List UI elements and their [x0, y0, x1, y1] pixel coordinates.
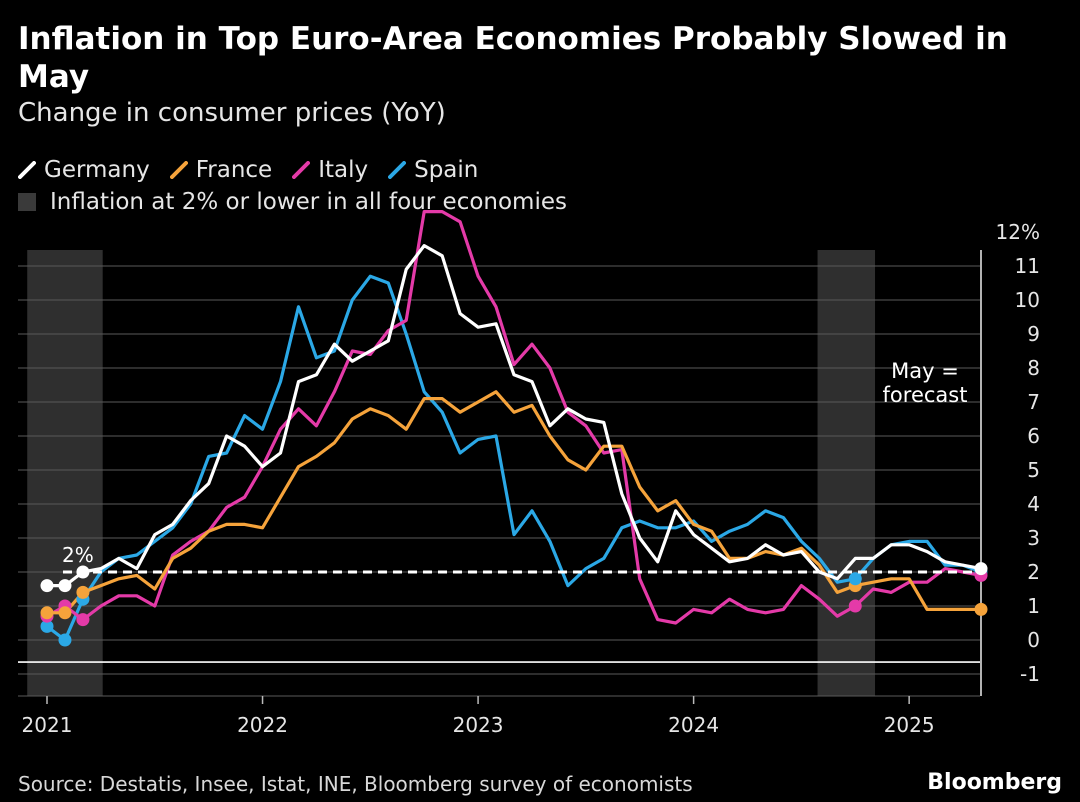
legend-label-italy: Italy	[318, 157, 369, 183]
y-tick-label: 1	[1027, 594, 1040, 618]
source-note: Source: Destatis, Insee, Istat, INE, Blo…	[18, 772, 693, 796]
y-tick-label: -1	[1020, 662, 1040, 686]
y-tick-label: 6	[1027, 424, 1040, 448]
x-tick-label: 2024	[668, 713, 719, 737]
y-tick-label: 2	[1027, 560, 1040, 584]
x-tick-label: 2021	[22, 713, 73, 737]
y-tick-label: 4	[1027, 492, 1040, 516]
forecast-label-line2: forecast	[883, 383, 968, 407]
x-tick-label: 2025	[884, 713, 935, 737]
x-tick-label: 2022	[237, 713, 288, 737]
data-point-germany	[58, 579, 72, 593]
legend-slash-icon	[292, 161, 311, 179]
y-tick-label: 11	[1015, 254, 1040, 278]
bloomberg-logo: Bloomberg	[927, 770, 1062, 795]
x-tick-label: 2023	[453, 713, 504, 737]
shaded-bands	[27, 250, 876, 696]
forecast-label-line1: May =	[891, 359, 959, 383]
data-point-france	[76, 585, 90, 599]
y-tick-label: 0	[1027, 628, 1040, 652]
legend: Germany France Italy Spain Inflation at …	[18, 154, 567, 218]
series-lines	[46, 210, 982, 642]
legend-item-italy: Italy	[292, 157, 368, 183]
y-tick-label: 9	[1027, 322, 1040, 346]
gridlines	[18, 250, 982, 697]
legend-band-label: Inflation at 2% or lower in all four eco…	[50, 189, 567, 215]
legend-band-swatch	[18, 193, 36, 211]
legend-band-row: Inflation at 2% or lower in all four eco…	[18, 186, 567, 218]
y-tick-label: 10	[1015, 288, 1040, 312]
legend-slash-icon	[169, 161, 188, 179]
x-tick-labels: 2021 2022 2023 2024 2025	[22, 696, 935, 737]
shaded-band	[27, 250, 103, 696]
series-markers	[40, 562, 988, 647]
threshold-label: 2%	[62, 543, 94, 567]
series-line-italy	[46, 210, 982, 625]
data-point-italy	[848, 599, 862, 613]
data-point-italy	[76, 613, 90, 627]
legend-label-france: France	[195, 157, 273, 183]
y-tick-label: 7	[1027, 390, 1040, 414]
legend-item-france: France	[169, 157, 273, 183]
shaded-band	[817, 250, 876, 696]
data-point-spain	[58, 633, 72, 647]
y-tick-label: 5	[1027, 458, 1040, 482]
legend-slash-icon	[18, 161, 36, 179]
data-point-germany	[974, 562, 988, 576]
legend-slash-icon	[388, 161, 407, 179]
series-line-spain	[46, 274, 982, 642]
y-tick-label: 3	[1027, 526, 1040, 550]
data-point-spain	[848, 572, 862, 586]
y-tick-label: 8	[1027, 356, 1040, 380]
chart-subtitle: Change in consumer prices (YoY)	[18, 98, 446, 128]
legend-label-spain: Spain	[414, 157, 479, 183]
series-line-germany	[47, 244, 982, 588]
legend-label-germany: Germany	[44, 157, 150, 183]
annotations: 2% May =forecast	[62, 359, 980, 574]
data-point-france	[40, 606, 54, 620]
data-point-spain	[40, 619, 54, 633]
legend-item-spain: Spain	[388, 157, 478, 183]
y-tick-label: 12%	[996, 220, 1040, 244]
legend-series-row: Germany France Italy Spain	[18, 154, 567, 186]
chart-title: Inflation in Top Euro-Area Economies Pro…	[18, 21, 1008, 95]
legend-item-germany: Germany	[18, 157, 150, 183]
data-point-france	[58, 606, 72, 620]
data-point-germany	[40, 579, 54, 593]
data-point-france	[974, 602, 988, 616]
